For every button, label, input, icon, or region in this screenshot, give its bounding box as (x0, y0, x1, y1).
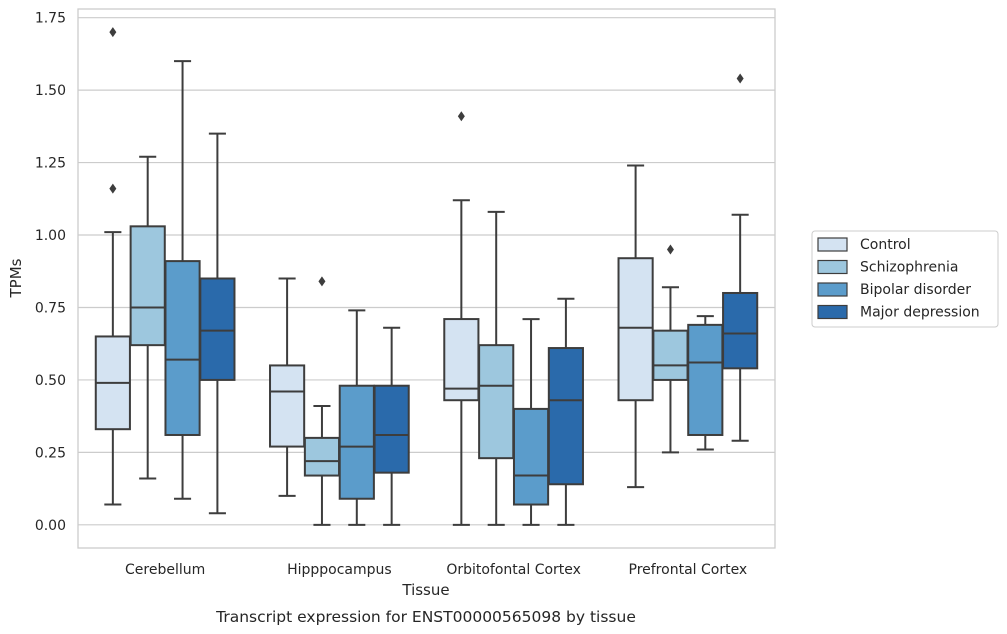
outlier-point (109, 27, 117, 38)
box-schizophrenia (478, 210, 515, 526)
box-control (269, 277, 306, 497)
iqr-box (722, 291, 759, 370)
outlier-point (457, 111, 465, 122)
outlier-point (109, 183, 117, 194)
iqr-box (303, 436, 341, 477)
box-control (617, 164, 654, 489)
x-tick-label: Hipppocampus (287, 562, 392, 578)
iqr-box (547, 347, 584, 486)
x-tick-label: Orbitofontal Cortex (446, 562, 581, 578)
box-schizophrenia (129, 155, 166, 480)
legend-label: Control (860, 237, 911, 253)
y-tick-label: 1.25 (35, 156, 66, 172)
iqr-box (617, 257, 654, 402)
iqr-box (478, 344, 515, 460)
box-bipolar-disorder (338, 309, 375, 526)
iqr-box (687, 323, 724, 436)
outlier-point (666, 244, 674, 255)
iqr-box (269, 364, 306, 448)
y-axis-label: TPMs (7, 258, 25, 298)
iqr-box (652, 329, 689, 381)
legend-swatch (817, 304, 848, 320)
y-tick-label: 0.75 (35, 300, 66, 316)
y-tick-label: 0.00 (35, 518, 66, 534)
x-tick-label: Prefrontal Cortex (629, 562, 748, 578)
x-tick-label: Cerebellum (125, 562, 205, 578)
x-axis-label: Tissue (401, 581, 449, 599)
box-major-depression (547, 297, 584, 526)
box-major-depression (722, 73, 759, 442)
legend-label: Bipolar disorder (860, 282, 971, 298)
y-tick-label: 0.25 (35, 445, 66, 461)
y-tick-labels: 0.00 0.25 0.50 0.75 1.00 1.25 1.50 1.75 (35, 11, 66, 534)
legend-label: Major depression (860, 305, 980, 321)
iqr-box (164, 260, 201, 436)
legend-swatch (817, 259, 848, 275)
box-control (94, 27, 131, 506)
y-tick-label: 1.50 (35, 83, 66, 99)
legend-swatch (817, 237, 848, 252)
y-tick-label: 1.00 (35, 228, 66, 244)
box-major-depression (373, 326, 410, 526)
box-schizophrenia (303, 276, 341, 526)
legend-frame (811, 230, 999, 328)
y-tick-label: 0.50 (35, 373, 66, 389)
iqr-box (129, 225, 166, 347)
box-major-depression (199, 132, 236, 515)
iqr-box (338, 384, 375, 500)
y-tick-label: 1.75 (35, 11, 66, 27)
outlier-point (736, 73, 744, 84)
chart-caption: Transcript expression for ENST0000056509… (215, 608, 636, 626)
box-schizophrenia (652, 244, 689, 454)
box-bipolar-disorder (164, 60, 201, 500)
iqr-box (512, 407, 550, 506)
legend-swatch (817, 282, 848, 297)
legend: Control Schizophrenia Bipolar disorder Majo… (811, 230, 999, 328)
legend-label: Schizophrenia (860, 260, 958, 276)
boxes-layer (94, 27, 759, 526)
outlier-point (318, 276, 326, 287)
iqr-box (199, 277, 236, 381)
box-control (443, 111, 480, 526)
iqr-box (373, 384, 410, 474)
iqr-box (443, 318, 480, 402)
box-bipolar-disorder (687, 315, 724, 451)
plot-frame (77, 8, 776, 549)
box-bipolar-disorder (512, 318, 550, 526)
x-tick-labels: Cerebellum Hipppocampus Orbitofontal Corte… (125, 562, 747, 578)
